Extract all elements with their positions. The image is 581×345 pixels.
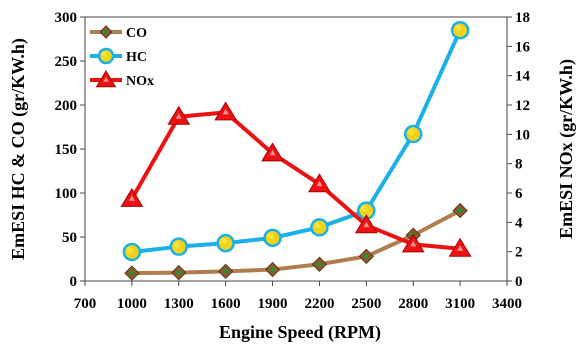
hc-marker-highlight	[101, 51, 108, 58]
data-point-hc	[169, 237, 189, 256]
co-marker-center	[103, 29, 109, 35]
y-left-tick-label: 250	[55, 54, 78, 70]
co-marker-center	[129, 270, 135, 276]
nox-marker-highlight	[363, 221, 370, 228]
data-point-co	[311, 256, 328, 272]
co-marker-center	[176, 270, 182, 276]
x-tick-label: 1900	[258, 296, 288, 312]
nox-marker-highlight	[128, 195, 135, 201]
legend-label: HC	[126, 50, 147, 65]
x-tick-label: 2200	[304, 296, 334, 312]
data-point-co	[171, 264, 187, 281]
data-point-nox	[401, 233, 425, 253]
data-point-hc	[122, 242, 142, 262]
hc-marker-highlight	[408, 128, 415, 136]
series-layer	[120, 20, 472, 281]
co-marker-center	[270, 267, 276, 273]
legend: CO HC NOx	[90, 25, 154, 89]
nox-marker-highlight	[316, 180, 323, 187]
co-marker-center	[316, 261, 322, 267]
x-tick-label: 1000	[117, 296, 147, 312]
data-point-hc	[310, 218, 329, 237]
y-right-tick-label: 8	[515, 157, 523, 173]
y-right-tick-label: 14	[515, 69, 531, 85]
y-axis-title-right: EmESI NOx (gr/KW.h)	[556, 59, 577, 239]
series-hc	[122, 20, 470, 262]
plot-frame	[84, 16, 508, 282]
co-marker-center	[223, 268, 229, 274]
y-right-tick-label: 4	[515, 215, 523, 231]
data-point-nox	[308, 173, 331, 193]
y-right-tick-label: 2	[515, 245, 523, 261]
data-point-hc	[216, 233, 235, 253]
hc-marker-highlight	[126, 246, 134, 254]
legend-item-co: CO	[90, 25, 147, 41]
hc-marker-highlight	[314, 222, 321, 229]
data-point-hc	[450, 20, 470, 40]
data-point-nox	[167, 105, 191, 125]
legend-marker	[95, 70, 117, 88]
y-left-tick-label: 150	[55, 142, 78, 158]
y-left-tick-label: 50	[62, 230, 77, 246]
legend-item-hc: HC	[90, 47, 147, 65]
legend-marker	[97, 47, 115, 65]
x-tick-label: 1600	[211, 296, 241, 312]
legend-label: CO	[126, 26, 147, 41]
data-point-co	[217, 263, 234, 280]
data-point-nox	[354, 214, 378, 234]
nox-marker-highlight	[457, 245, 464, 251]
series-line-nox	[130, 110, 461, 251]
hc-marker-highlight	[267, 232, 274, 240]
series-line-co	[131, 208, 462, 276]
y-left-tick-label: 0	[70, 274, 78, 290]
x-tick-label: 3100	[445, 296, 475, 312]
nox-marker-highlight	[175, 113, 182, 119]
y-right-tick-label: 12	[515, 98, 530, 114]
co-marker-center	[457, 208, 463, 214]
data-point-nox	[448, 237, 472, 257]
data-point-nox	[261, 142, 284, 162]
y-left-tick-label: 300	[55, 10, 78, 26]
legend-item-nox: NOx	[90, 70, 154, 89]
co-marker-center	[363, 253, 369, 259]
y-left-tick-label: 100	[55, 186, 78, 202]
y-right-tick-label: 6	[515, 186, 523, 202]
x-tick-label: 700	[74, 296, 97, 312]
hc-marker-highlight	[361, 205, 368, 212]
x-tick-label: 2500	[351, 296, 381, 312]
nox-marker-highlight	[103, 76, 109, 82]
data-point-hc	[263, 228, 282, 248]
y-left-tick-label: 200	[55, 98, 78, 114]
y-axis-title-left: EmESI HC & CO (gr/KW.h)	[8, 38, 29, 260]
x-tick-label: 3400	[492, 296, 522, 312]
data-point-co	[124, 265, 140, 281]
data-point-co	[358, 248, 375, 265]
nox-marker-highlight	[269, 149, 276, 156]
nox-marker-highlight	[410, 240, 417, 247]
hc-marker-highlight	[220, 237, 227, 245]
y-right-tick-label: 10	[515, 127, 530, 143]
series-nox	[120, 101, 472, 257]
x-tick-label: 1300	[164, 296, 194, 312]
chart-axes: 700 1000 1300 1600 1900 2200 2500 2800 3100 34000…	[55, 10, 531, 312]
y-right-tick-label: 18	[515, 10, 530, 26]
x-tick-label: 2800	[398, 296, 428, 312]
legend-marker	[99, 25, 113, 39]
y-right-tick-label: 16	[515, 39, 531, 55]
y-right-tick-label: 0	[515, 274, 523, 290]
nox-marker-highlight	[222, 108, 229, 115]
legend-label: NOx	[126, 74, 154, 89]
data-point-hc	[403, 124, 423, 144]
data-point-co	[264, 261, 281, 278]
data-point-nox	[120, 187, 144, 207]
data-point-co	[452, 202, 468, 219]
series-co	[124, 202, 468, 281]
data-point-nox	[214, 101, 238, 121]
x-axis-title: Engine Speed (RPM)	[219, 322, 381, 343]
hc-marker-highlight	[454, 25, 462, 32]
hc-marker-highlight	[173, 241, 180, 248]
